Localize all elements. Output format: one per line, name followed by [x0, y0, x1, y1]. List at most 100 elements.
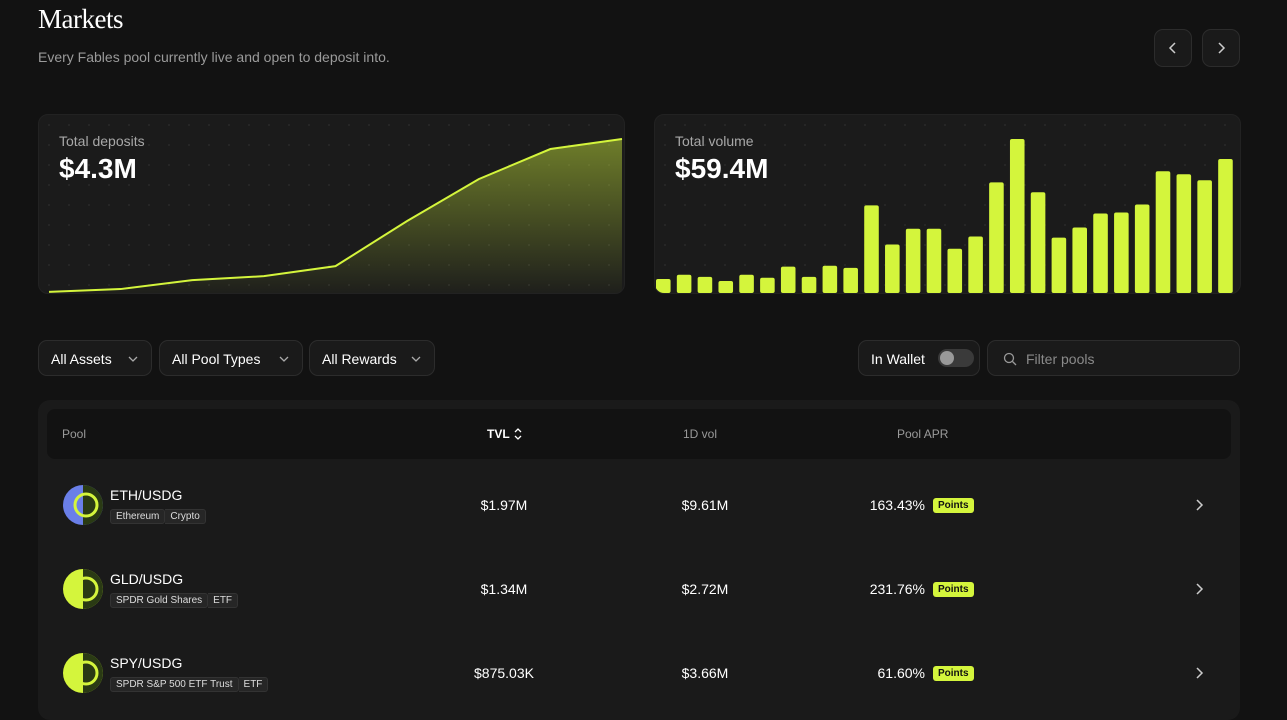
- filter-dropdown[interactable]: All Rewards: [309, 340, 435, 376]
- deposits-chart: [48, 138, 623, 293]
- next-button[interactable]: [1202, 29, 1240, 67]
- icon-ring: [73, 660, 99, 686]
- dropdown-label: All Pool Types: [172, 351, 261, 367]
- points-badge: Points: [933, 666, 974, 681]
- volume: $2.72M: [681, 581, 729, 597]
- search-icon: [1003, 352, 1017, 366]
- bar: [739, 274, 754, 293]
- pool-icon: [63, 485, 103, 525]
- bar: [989, 182, 1004, 293]
- tvl: $1.97M: [480, 497, 528, 513]
- bar: [1030, 192, 1046, 293]
- chevron: [411, 356, 421, 362]
- bar: [656, 278, 671, 293]
- sort-icon: [514, 428, 522, 440]
- filter-dropdown[interactable]: All Pool Types: [159, 340, 303, 376]
- card-label: Total deposits: [59, 133, 145, 149]
- pools-table: Pool TVL 1D vol Pool APR ETH/USDG Ethereum Cr…: [38, 400, 1240, 720]
- area-line: [48, 138, 623, 293]
- toggle-track: [938, 349, 974, 367]
- table-row[interactable]: ETH/USDG Ethereum Crypto $1.97M $9.61M 163.43…: [38, 465, 1240, 545]
- asset-tag: Ethereum: [110, 509, 166, 524]
- bar: [905, 228, 921, 293]
- icon-half: [83, 569, 103, 609]
- column-header: 1D vol: [683, 427, 718, 441]
- row-chevron: [1196, 583, 1204, 595]
- row-chevron: [1196, 499, 1204, 511]
- pool-icon: [63, 569, 103, 609]
- table-row[interactable]: SPY/USDG SPDR S&P 500 ETF Trust ETF $875.03…: [38, 633, 1240, 713]
- icon-half: [83, 653, 103, 693]
- asset-tag: SPDR S&P 500 ETF Trust: [110, 677, 239, 692]
- pool-name: ETH/USDG: [110, 487, 183, 503]
- bar: [697, 276, 713, 293]
- tvl: $1.34M: [480, 581, 528, 597]
- page-subtitle: Every Fables pool currently live and ope…: [38, 49, 390, 65]
- category-tag: ETF: [238, 677, 269, 692]
- pool-tags: SPDR Gold Shares ETF: [110, 593, 239, 608]
- prev-button[interactable]: [1154, 29, 1192, 67]
- apr: 163.43%: [869, 497, 925, 513]
- bar: [968, 236, 983, 293]
- chevron-down: [411, 356, 421, 362]
- card-total: $4.3M: [59, 153, 137, 184]
- volume: $9.61M: [681, 497, 729, 513]
- bar: [885, 244, 900, 293]
- column-header[interactable]: TVL: [487, 427, 510, 441]
- bar: [822, 265, 838, 293]
- chevron: [1196, 667, 1204, 679]
- row-chevron: [1196, 667, 1204, 679]
- pool-tags: Ethereum Crypto: [110, 509, 206, 524]
- chevron: [128, 356, 138, 362]
- bar: [1051, 237, 1067, 293]
- chevron: [1196, 583, 1204, 595]
- bar: [843, 267, 858, 293]
- dropdown-label: All Rewards: [322, 351, 397, 367]
- bar: [1155, 171, 1171, 293]
- toggle-knob: [940, 351, 954, 365]
- dropdown-label: All Assets: [51, 351, 112, 367]
- card-label: Total volume: [675, 133, 754, 149]
- search-placeholder: Filter pools: [1026, 351, 1095, 367]
- icon-ring: [73, 576, 99, 602]
- bar: [926, 228, 942, 293]
- bar: [801, 276, 817, 293]
- sort-arrows: [514, 428, 522, 440]
- icon-ring: [73, 492, 99, 518]
- points-badge: Points: [933, 498, 974, 513]
- bar: [1072, 227, 1088, 293]
- table-row[interactable]: GLD/USDG SPDR Gold Shares ETF $1.34M $2.72M 2…: [38, 549, 1240, 629]
- category-tag: ETF: [208, 593, 239, 608]
- tvl: $875.03K: [474, 665, 534, 681]
- bar: [718, 281, 734, 293]
- page-title: Markets: [38, 4, 123, 34]
- column-header: Pool APR: [897, 427, 949, 441]
- bar: [1134, 204, 1150, 293]
- bar: [947, 248, 963, 293]
- pool-tags: SPDR S&P 500 ETF Trust ETF: [110, 677, 269, 692]
- volume-chart: [656, 139, 1233, 293]
- bar: [1218, 159, 1233, 293]
- chevron: [279, 356, 289, 362]
- pool-icon: [63, 653, 103, 693]
- deposits-card: Total deposits $4.3M: [38, 114, 625, 294]
- toggle-label: In Wallet: [871, 351, 925, 367]
- bar: [676, 274, 692, 293]
- bar: [1009, 139, 1025, 293]
- area-fill: [49, 139, 622, 293]
- search-input[interactable]: Filter pools: [987, 340, 1240, 376]
- chevron-down: [279, 356, 289, 362]
- column-header: Pool: [62, 427, 87, 441]
- bar: [1197, 180, 1212, 293]
- wallet-toggle[interactable]: In Wallet: [858, 340, 980, 376]
- chevron-down: [128, 356, 138, 362]
- points-badge: Points: [933, 582, 974, 597]
- table-header: Pool TVL 1D vol Pool APR: [47, 409, 1231, 459]
- pool-name: SPY/USDG: [110, 655, 183, 671]
- asset-tag: SPDR Gold Shares: [110, 593, 209, 608]
- filter-dropdown[interactable]: All Assets: [38, 340, 152, 376]
- card-total: $59.4M: [675, 153, 769, 184]
- bar: [1093, 213, 1108, 293]
- apr: 61.60%: [877, 665, 925, 681]
